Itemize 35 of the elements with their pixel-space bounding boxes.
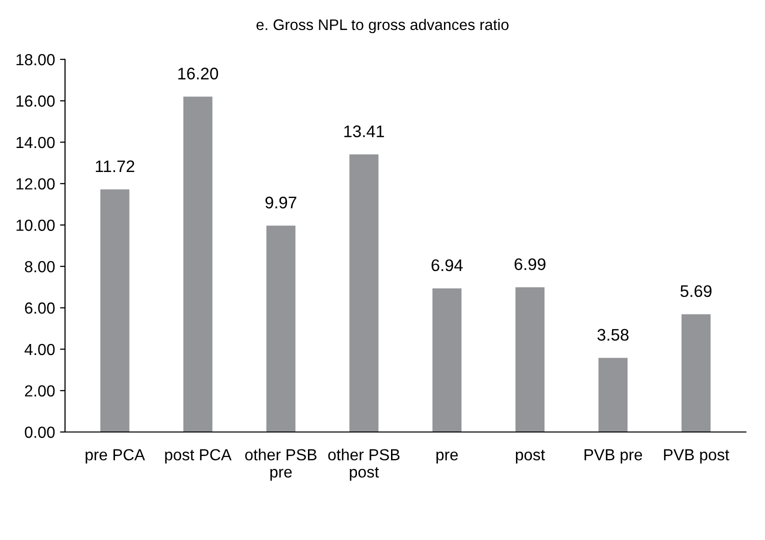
data-label: 3.58 xyxy=(597,328,629,341)
y-tick-label: 2.00 xyxy=(25,385,55,397)
y-tick-label: 10.00 xyxy=(16,220,55,231)
x-tick-label: post xyxy=(516,450,545,464)
data-label: 5.69 xyxy=(680,285,712,298)
y-tick-label: 0.00 xyxy=(24,426,55,438)
bar xyxy=(598,358,628,432)
data-label: 16.20 xyxy=(178,68,218,80)
bar xyxy=(515,287,545,432)
chart-title: e. Gross NPL to gross advances ratio xyxy=(256,18,509,34)
y-tick-label: 18.00 xyxy=(16,54,55,66)
bar xyxy=(183,96,212,432)
x-tick-label: pre PCA xyxy=(86,449,145,464)
bar xyxy=(682,314,711,432)
y-tick-label: 4.00 xyxy=(24,344,55,356)
data-label: 9.97 xyxy=(265,196,296,208)
x-tick-label: PVB post xyxy=(664,449,730,464)
data-label: 11.72 xyxy=(96,160,134,172)
bar xyxy=(266,226,296,432)
y-tick-label: 12.00 xyxy=(16,178,55,190)
x-tick-label: other PSB pre xyxy=(245,448,316,481)
data-label: 13.41 xyxy=(344,125,384,138)
data-label: 6.94 xyxy=(432,259,463,272)
x-tick-label: other PSB post xyxy=(328,448,400,481)
data-label: 6.99 xyxy=(514,258,546,270)
y-tick-label: 14.00 xyxy=(16,136,55,148)
bar xyxy=(349,154,378,432)
x-tick-label: pre xyxy=(436,452,458,464)
x-tick-label: post PCA xyxy=(165,449,232,464)
bar xyxy=(432,288,462,432)
y-tick-label: 8.00 xyxy=(24,261,55,272)
y-tick-label: 6.00 xyxy=(25,302,55,314)
x-tick-label: PVB pre xyxy=(584,449,642,464)
bar xyxy=(100,189,130,432)
y-tick-label: 16.00 xyxy=(16,95,55,107)
